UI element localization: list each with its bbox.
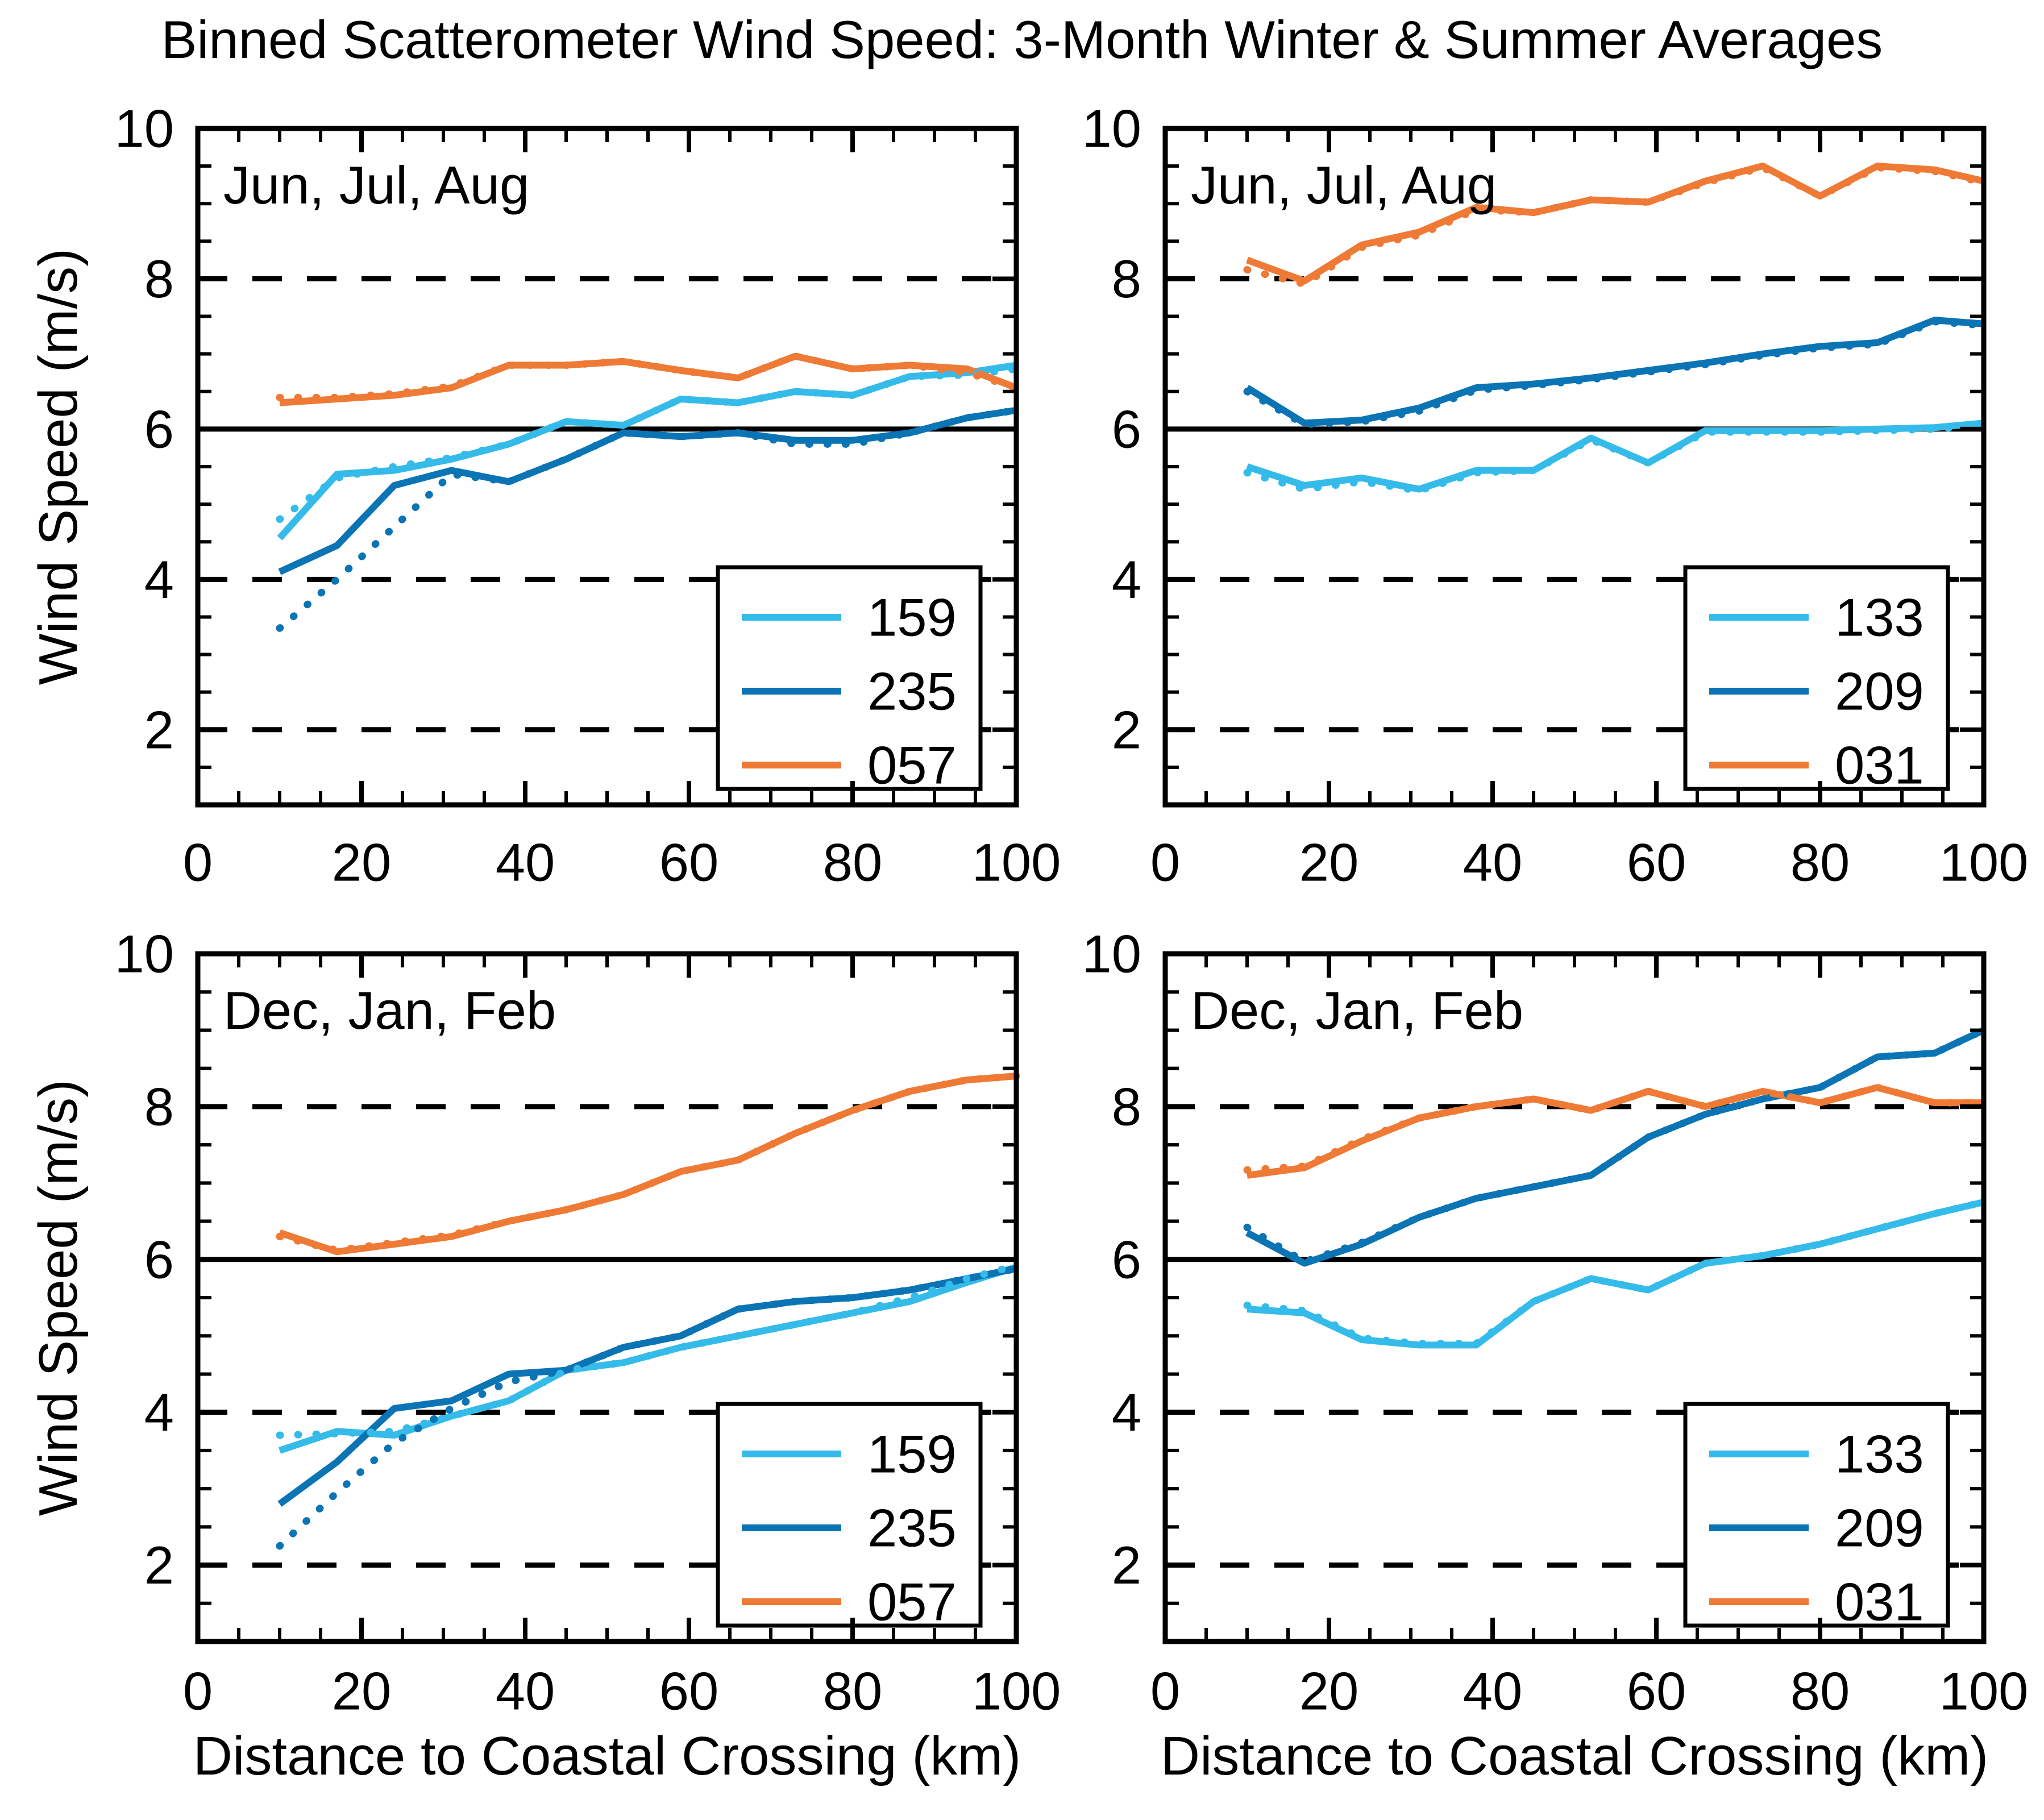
x-tick-label: 100 bbox=[1939, 833, 2029, 892]
x-tick-label: 40 bbox=[496, 833, 555, 892]
ticks bbox=[1163, 951, 1986, 1643]
x-axis-label-right: Distance to Coastal Crossing (km) bbox=[1160, 1726, 1989, 1786]
legend: 133 209 031 bbox=[1683, 1402, 1950, 1632]
legend-box bbox=[716, 1402, 983, 1628]
series-031-dotted bbox=[1243, 164, 1988, 288]
series-159-dotted bbox=[276, 1262, 1020, 1439]
panel-title: Dec, Jan, Feb bbox=[1191, 980, 1523, 1040]
y-tick-label: 4 bbox=[1112, 1382, 1141, 1442]
panel-summer-right: 133 209 031 0 20 40 60 80 100 2 4 6 8 10 Jun, Jul, Aug bbox=[1082, 99, 2028, 892]
x-tick-label: 20 bbox=[1299, 1661, 1359, 1721]
legend-label: 159 bbox=[867, 588, 957, 647]
legend-label: 209 bbox=[1835, 662, 1924, 721]
legend-label: 235 bbox=[867, 1498, 957, 1558]
panel-winter-right: 133 209 031 0 20 40 60 80 100 2 4 6 8 10 Dec, Jan, Feb bbox=[1082, 924, 2028, 1721]
x-tick-label: 0 bbox=[1150, 1661, 1180, 1721]
series-209-solid bbox=[1245, 317, 1984, 427]
y-tick-label: 6 bbox=[1112, 1229, 1141, 1289]
y-tick-label: 10 bbox=[114, 99, 174, 159]
y-tick-label: 2 bbox=[1112, 1535, 1141, 1595]
panel-title: Jun, Jul, Aug bbox=[223, 155, 529, 215]
x-tick-label: 80 bbox=[823, 833, 883, 892]
panel-winter-left: 159 235 057 0 20 40 60 80 100 2 4 6 8 10 Dec, Jan, Feb bbox=[114, 924, 1061, 1721]
y-tick-label: 2 bbox=[144, 700, 174, 759]
x-tick-label: 100 bbox=[1939, 1661, 2029, 1721]
x-tick-label: 60 bbox=[659, 833, 719, 892]
series-057-dotted bbox=[276, 1072, 1020, 1254]
x-tick-label: 100 bbox=[972, 1661, 1061, 1721]
series-209-dotted bbox=[1243, 1026, 1988, 1266]
y-tick-label: 6 bbox=[144, 399, 174, 459]
y-tick-label: 2 bbox=[144, 1535, 174, 1595]
series-133-dotted bbox=[1243, 421, 1988, 495]
legend-label: 031 bbox=[1835, 1572, 1924, 1632]
x-tick-label: 20 bbox=[332, 1661, 392, 1721]
legend-label: 031 bbox=[1835, 736, 1924, 795]
y-tick-label: 6 bbox=[144, 1229, 174, 1289]
y-tick-label: 4 bbox=[144, 1382, 174, 1442]
x-tick-label: 0 bbox=[183, 833, 213, 892]
legend-label: 159 bbox=[867, 1424, 957, 1484]
series-031-solid bbox=[1245, 163, 1985, 285]
legend-label: 133 bbox=[1835, 588, 1924, 647]
legend: 159 235 057 bbox=[716, 565, 983, 795]
ticks bbox=[196, 126, 1019, 807]
x-tick-label: 40 bbox=[1463, 833, 1523, 892]
figure-title: Binned Scatterometer Wind Speed: 3-Month… bbox=[161, 10, 1883, 69]
x-tick-label: 40 bbox=[496, 1661, 555, 1721]
x-tick-label: 80 bbox=[1790, 1661, 1850, 1721]
x-tick-label: 80 bbox=[823, 1661, 883, 1721]
series-209-dotted bbox=[1243, 318, 1988, 429]
series-057-dotted bbox=[276, 352, 1020, 401]
y-tick-label: 8 bbox=[1112, 249, 1141, 309]
legend-label: 235 bbox=[867, 662, 957, 721]
y-tick-label: 8 bbox=[144, 1077, 174, 1136]
series-031-dotted bbox=[1243, 1083, 1988, 1174]
ticks bbox=[1163, 126, 1986, 807]
series-235-dotted bbox=[276, 1265, 1020, 1550]
legend-box bbox=[1683, 1402, 1950, 1628]
legend-label: 209 bbox=[1835, 1498, 1924, 1558]
legend-label: 133 bbox=[1835, 1424, 1924, 1484]
y-tick-label: 10 bbox=[114, 924, 174, 984]
x-tick-label: 20 bbox=[1299, 833, 1359, 892]
series-235-dotted bbox=[276, 406, 1020, 632]
y-tick-label: 4 bbox=[144, 550, 174, 609]
y-tick-label: 10 bbox=[1082, 924, 1141, 984]
panel-summer-left: 159 235 057 0 20 40 60 80 100 2 4 6 8 10 Jun, Jul, Aug bbox=[114, 99, 1061, 892]
legend: 133 209 031 bbox=[1683, 565, 1950, 795]
legend-box bbox=[716, 565, 983, 791]
series-133-solid bbox=[1247, 1199, 1985, 1349]
x-tick-label: 60 bbox=[1627, 1661, 1686, 1721]
series-057-solid bbox=[279, 1073, 1017, 1256]
legend-box bbox=[1683, 565, 1950, 791]
y-tick-label: 8 bbox=[1112, 1077, 1141, 1136]
y-tick-label: 6 bbox=[1112, 399, 1141, 459]
x-axis-label-left: Distance to Coastal Crossing (km) bbox=[193, 1726, 1021, 1786]
y-tick-label: 4 bbox=[1112, 550, 1141, 609]
x-tick-label: 20 bbox=[332, 833, 392, 892]
series-159-dotted bbox=[276, 365, 1020, 523]
x-tick-label: 60 bbox=[1627, 833, 1686, 892]
legend: 159 235 057 bbox=[716, 1402, 983, 1632]
ticks bbox=[196, 951, 1019, 1643]
x-tick-label: 0 bbox=[183, 1661, 213, 1721]
x-tick-label: 40 bbox=[1463, 1661, 1523, 1721]
x-tick-label: 100 bbox=[972, 833, 1061, 892]
legend-label: 057 bbox=[867, 736, 957, 795]
legend-label: 057 bbox=[867, 1572, 957, 1632]
panel-title: Jun, Jul, Aug bbox=[1191, 155, 1497, 215]
y-tick-label: 2 bbox=[1112, 700, 1141, 759]
series-133-dotted bbox=[1243, 1198, 1988, 1348]
y-tick-label: 8 bbox=[144, 249, 174, 309]
y-tick-label: 10 bbox=[1082, 99, 1141, 159]
panel-title: Dec, Jan, Feb bbox=[223, 980, 556, 1040]
x-tick-label: 60 bbox=[659, 1661, 719, 1721]
x-tick-label: 0 bbox=[1150, 833, 1180, 892]
x-tick-label: 80 bbox=[1790, 833, 1850, 892]
